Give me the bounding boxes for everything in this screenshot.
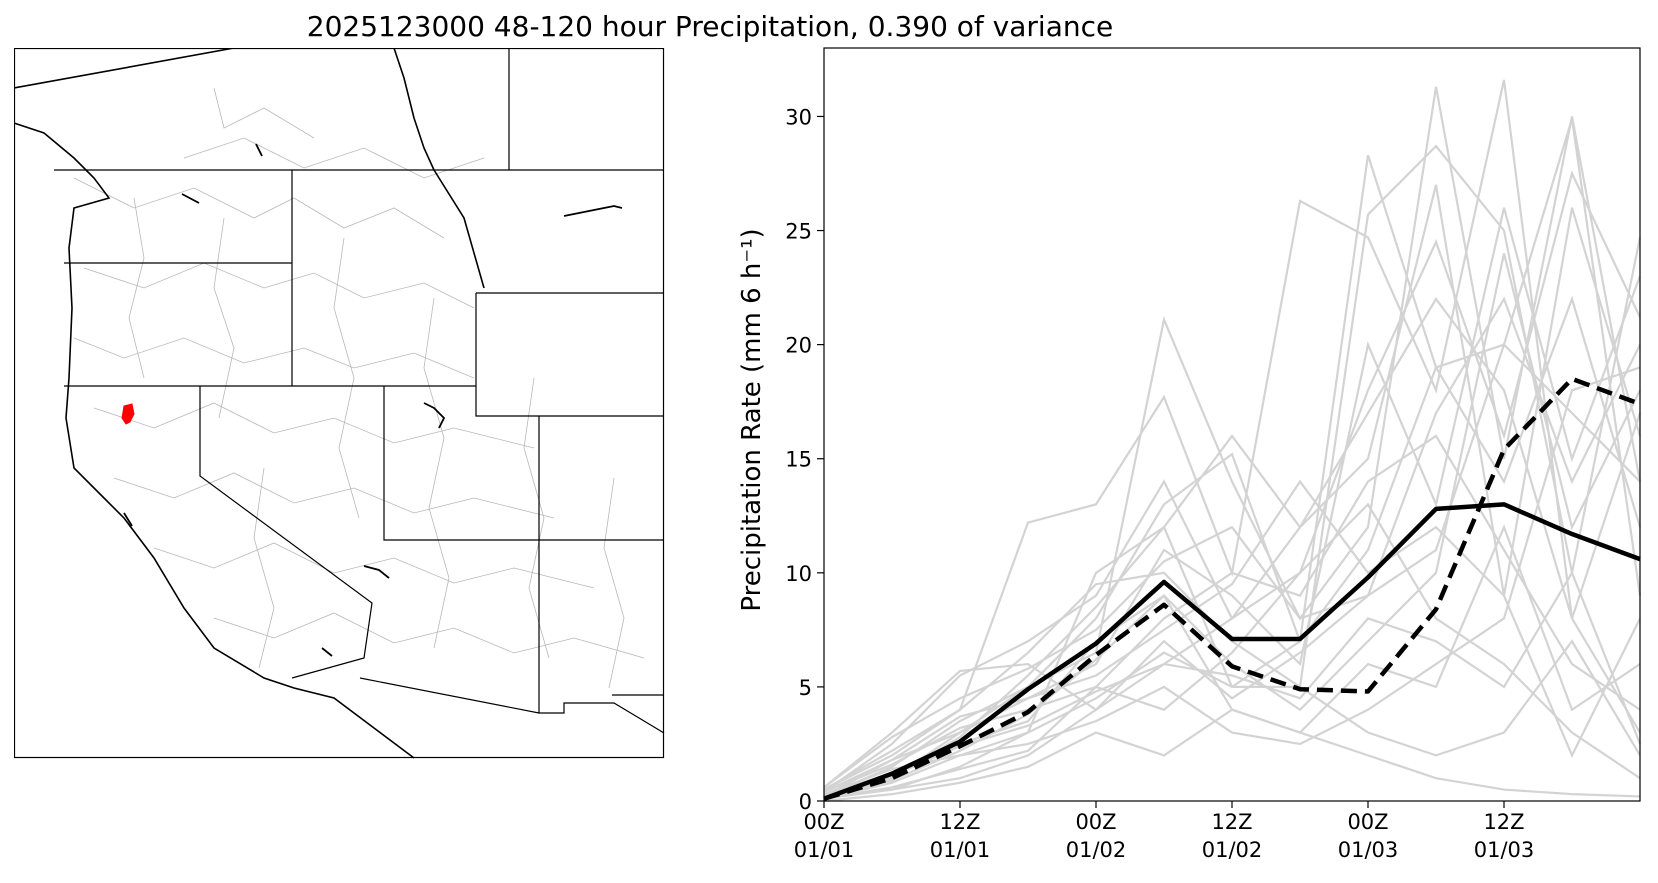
- chart-title: 2025123000 48-120 hour Precipitation, 0.…: [306, 10, 1114, 43]
- basin-boundaries: [73, 87, 645, 689]
- x-axis-ticks: 00Z 01/01 12Z 01/01 00Z 01/02 12Z 01/02 00Z 01/03…: [794, 801, 1535, 862]
- lakes: [123, 143, 623, 657]
- highlighted-basin: [121, 403, 135, 425]
- member-line-15: [823, 295, 1642, 796]
- series-line-mean: [823, 502, 1641, 801]
- member-line-13: [823, 434, 1641, 793]
- x-tick-label-time: 12Z: [1483, 810, 1524, 834]
- x-tick-label-time: 12Z: [1211, 810, 1252, 834]
- member-line-1: [823, 86, 1642, 798]
- y-tick-label: 30: [785, 105, 812, 129]
- y-axis-label: Precipitation Rate (mm 6 h⁻¹): [737, 228, 767, 611]
- map-frame: [14, 48, 665, 759]
- coastline: [14, 48, 485, 759]
- member-line-7: [823, 342, 1641, 789]
- x-tick-label-date: 01/02: [1066, 838, 1127, 862]
- x-tick-label-date: 01/03: [1474, 838, 1535, 862]
- member-line-6: [823, 207, 1642, 798]
- x-tick-label-time: 00Z: [803, 810, 844, 834]
- member-line-10: [823, 184, 1641, 798]
- ensemble-members: [823, 79, 1642, 803]
- y-tick-label: 0: [799, 790, 812, 814]
- member-line-11: [823, 571, 1641, 791]
- y-tick-label: 5: [799, 676, 812, 700]
- x-tick-label-date: 01/03: [1338, 838, 1399, 862]
- member-line-4: [823, 144, 1642, 800]
- x-tick-label-date: 01/02: [1202, 838, 1263, 862]
- member-line-14: [823, 297, 1641, 800]
- y-tick-label: 15: [785, 448, 812, 472]
- member-line-12: [823, 708, 1641, 803]
- x-tick-label-date: 01/01: [794, 838, 855, 862]
- y-tick-label: 25: [785, 220, 812, 244]
- x-tick-label-date: 01/01: [930, 838, 991, 862]
- member-line-16: [823, 524, 1641, 798]
- basin-map: [14, 48, 665, 759]
- y-tick-label: 20: [785, 334, 812, 358]
- x-tick-label-time: 00Z: [1347, 810, 1388, 834]
- y-tick-label: 10: [785, 562, 812, 586]
- member-line-3: [823, 118, 1642, 796]
- series-line-observed: [823, 376, 1641, 801]
- y-axis-ticks: 0 5 10 15 20 25 30: [785, 105, 824, 814]
- member-line-19: [823, 207, 1642, 793]
- x-tick-label-time: 00Z: [1075, 810, 1116, 834]
- state-borders: [54, 48, 665, 734]
- chart-series: [823, 376, 1641, 801]
- member-line-18: [823, 502, 1641, 800]
- member-line-17: [823, 296, 1641, 789]
- x-tick-label-time: 12Z: [939, 810, 980, 834]
